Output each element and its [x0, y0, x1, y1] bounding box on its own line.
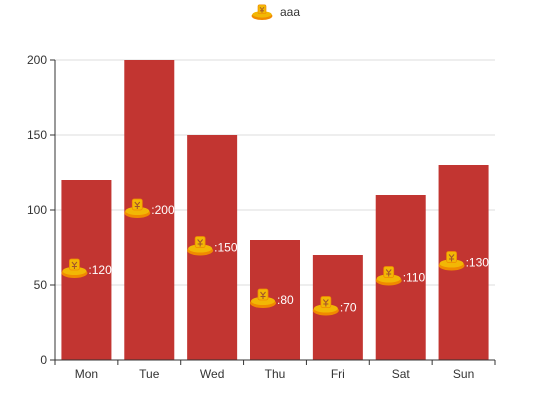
x-tick-label: Sun — [453, 367, 474, 381]
coin-pile-icon — [312, 296, 339, 316]
data-label: :130 — [466, 256, 490, 270]
legend[interactable]: aaa — [251, 4, 301, 20]
y-tick-label: 0 — [40, 353, 47, 367]
data-label: :70 — [340, 301, 357, 315]
x-tick-label: Tue — [139, 367, 160, 381]
y-tick-label: 150 — [27, 128, 47, 142]
axes: 0 50 100 150 200 Mon Tue Wed Thu Fri Sat Sun — [27, 53, 496, 381]
y-tick-label: 200 — [27, 53, 47, 67]
data-label: :80 — [277, 293, 294, 307]
y-tick-label: 100 — [27, 203, 47, 217]
x-tick-label: Mon — [75, 367, 98, 381]
x-tick-label: Wed — [200, 367, 224, 381]
x-tick-label: Sat — [392, 367, 411, 381]
x-tick-label: Thu — [265, 367, 286, 381]
coin-pile-icon — [124, 198, 151, 218]
legend-label[interactable]: aaa — [280, 5, 300, 19]
legend-coin-pile-icon — [251, 4, 273, 20]
coin-pile-icon — [61, 258, 88, 278]
data-label: :200 — [151, 203, 175, 217]
data-label: :110 — [403, 271, 426, 285]
coin-pile-icon — [375, 266, 402, 286]
data-label: :150 — [214, 241, 238, 255]
y-tick-label: 50 — [34, 278, 48, 292]
coin-pile-icon — [250, 288, 276, 308]
data-labels: :120 :200 :150 :80 :70 :110 :130 — [61, 198, 490, 316]
coin-pile-icon — [187, 236, 214, 256]
data-label: :120 — [88, 263, 112, 277]
coin-pile-icon — [438, 251, 465, 271]
x-tick-label: Fri — [331, 367, 345, 381]
